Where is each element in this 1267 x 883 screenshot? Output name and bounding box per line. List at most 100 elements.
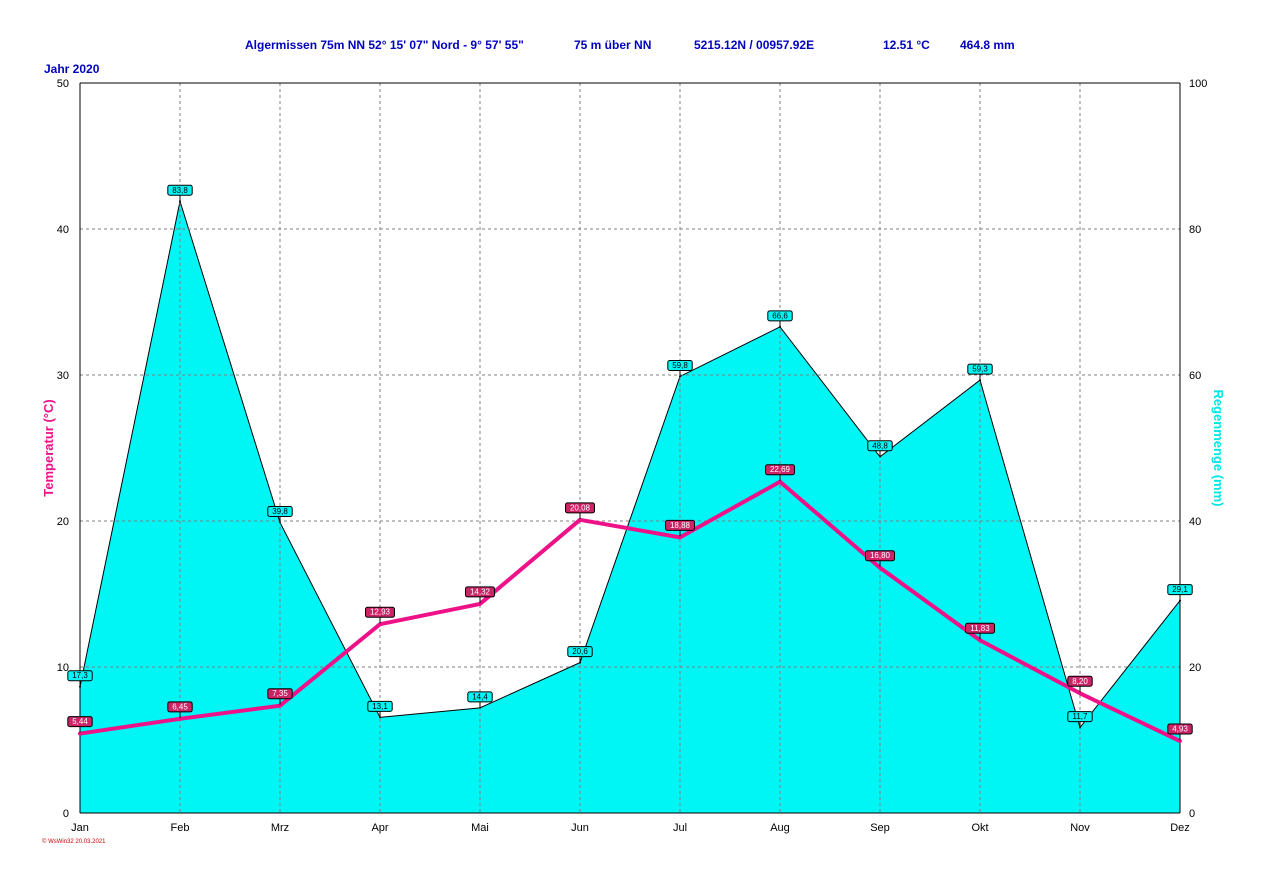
temp-line-layer: [78, 479, 1182, 744]
y-tick-right: 0: [1189, 808, 1195, 820]
label-text: 18,88: [670, 521, 691, 530]
year-label: Jahr 2020: [44, 62, 100, 76]
label-box: [567, 646, 593, 658]
label-text: 20,6: [572, 647, 588, 656]
y-tick-right: 60: [1189, 370, 1201, 382]
y-tick-left: 20: [57, 516, 69, 528]
x-tick-label: Mai: [471, 822, 489, 834]
axes-layer: [79, 82, 1181, 814]
rain-value-label: 11,7: [1067, 711, 1093, 728]
x-tick-label: Sep: [870, 822, 890, 834]
label-text: 14,4: [472, 692, 488, 701]
label-box: [467, 691, 493, 703]
label-text: 66,6: [772, 311, 788, 320]
label-box: [267, 688, 293, 700]
temp-value-label: 5,44: [67, 716, 93, 733]
label-box: [865, 550, 895, 562]
label-text: 13,1: [372, 702, 388, 711]
label-text: 48,8: [872, 441, 888, 450]
rain-value-label: 66,6: [767, 310, 793, 327]
label-text: 17,3: [72, 671, 88, 680]
label-box: [565, 502, 595, 514]
rain-value-label: 48,8: [867, 440, 893, 457]
temp-point: [1178, 739, 1182, 743]
temp-value-label: 16,80: [865, 550, 895, 567]
y-tick-right: 40: [1189, 516, 1201, 528]
temp-value-label: 7,35: [267, 688, 293, 705]
rain-value-label: 39,8: [267, 505, 293, 523]
y-axis-label-left: Temperatur (°C): [41, 399, 56, 496]
mean-temp-text: 12.51 °C: [883, 38, 930, 52]
station-title: Algermissen 75m NN 52° 15' 07" Nord - 9°…: [245, 38, 524, 52]
label-text: 11,83: [970, 624, 990, 633]
temp-value-label: 4,93: [1167, 723, 1193, 741]
total-rain-text: 464.8 mm: [960, 38, 1015, 52]
label-box: [1067, 711, 1093, 723]
label-text: 6,45: [172, 702, 188, 711]
label-text: 29,1: [1172, 585, 1188, 594]
temp-value-label: 18,88: [665, 519, 695, 537]
temp-point: [778, 480, 782, 484]
data-label-layer: 17,3 83,8 39,8 13,1 14,4 20,6 59,8 66,6 48,8 59,3…: [67, 184, 1193, 741]
y-axis-label-right: Regenmenge (mm): [1211, 389, 1226, 506]
label-text: 59,3: [972, 365, 988, 374]
rain-value-label: 83,8: [167, 184, 193, 202]
temp-point: [678, 535, 682, 539]
x-tick-label: Feb: [171, 822, 190, 834]
label-text: 22,69: [770, 465, 791, 474]
x-tick-label: Apr: [371, 822, 388, 834]
tick-label-layer: 0 10 20 30 40 50 0 20 40 60 80 100 Jan Feb Mrz Apr Mai Ju…: [57, 78, 1208, 834]
x-tick-label: Jun: [571, 822, 589, 834]
label-box: [167, 184, 193, 196]
label-box: [1067, 675, 1093, 687]
temp-value-label: 20,08: [565, 502, 595, 519]
temp-point: [78, 732, 82, 736]
rain-value-label: 13,1: [367, 700, 393, 718]
label-text: 59,8: [672, 361, 688, 370]
temp-value-label: 11,83: [965, 622, 995, 640]
x-tick-label: Nov: [1070, 822, 1090, 834]
label-text: 4,93: [1172, 725, 1188, 734]
label-text: 11,7: [1073, 712, 1089, 721]
y-tick-left: 40: [57, 224, 69, 236]
temp-point: [1078, 691, 1082, 695]
temp-value-label: 14,32: [465, 586, 495, 603]
temp-point: [378, 622, 382, 626]
y-tick-left: 10: [57, 662, 69, 674]
rain-area: [80, 201, 1180, 813]
label-text: 16,80: [870, 551, 891, 560]
temp-value-label: 6,45: [167, 701, 193, 718]
rain-value-label: 20,6: [567, 646, 593, 663]
label-box: [67, 716, 93, 728]
temp-value-label: 8,20: [1067, 675, 1093, 693]
temp-point: [478, 602, 482, 606]
label-text: 83,8: [172, 186, 188, 195]
x-tick-label: Jul: [673, 822, 687, 834]
label-box: [765, 464, 795, 476]
temp-point: [978, 638, 982, 642]
y-tick-left: 50: [57, 78, 69, 90]
temp-point: [278, 704, 282, 708]
rain-area-layer: [79, 200, 1181, 813]
label-text: 12,93: [370, 608, 391, 617]
label-text: 14,32: [470, 587, 491, 596]
altitude-text: 75 m über NN: [574, 38, 652, 52]
label-box: [267, 505, 293, 517]
temp-value-label: 22,69: [765, 464, 795, 481]
label-box: [1167, 723, 1193, 735]
label-box: [465, 586, 495, 598]
temp-point: [878, 566, 882, 570]
temp-line: [78, 479, 1182, 744]
rain-value-label: 59,8: [667, 359, 693, 377]
label-box: [867, 440, 893, 452]
rain-value-label: 17,3: [67, 670, 93, 687]
y-tick-left: 0: [63, 808, 69, 820]
y-tick-right: 20: [1189, 662, 1201, 674]
x-tick-label: Dez: [1170, 822, 1190, 834]
rain-value-label: 59,3: [967, 363, 993, 381]
temp-point: [578, 518, 582, 522]
label-box: [767, 310, 793, 322]
label-box: [967, 363, 993, 375]
y-tick-left: 30: [57, 370, 69, 382]
label-text: 7,35: [272, 689, 288, 698]
